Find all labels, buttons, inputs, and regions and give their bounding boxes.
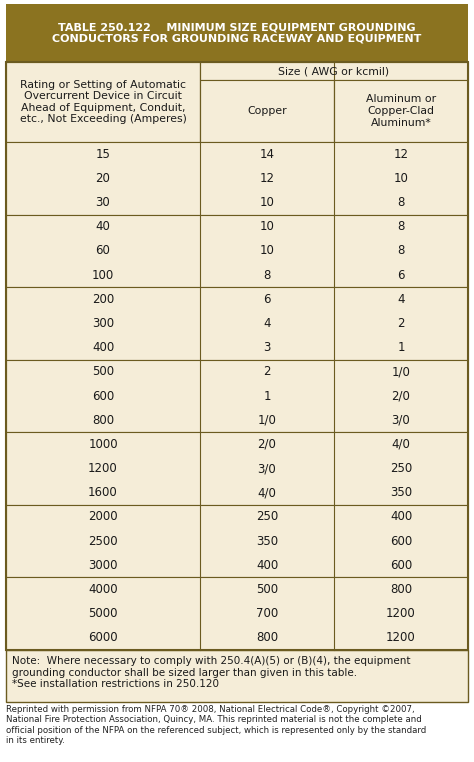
Text: 1200: 1200 [88, 462, 118, 475]
Text: 1: 1 [263, 389, 271, 402]
Text: 500: 500 [256, 583, 278, 596]
Text: 20: 20 [96, 171, 110, 185]
Text: 10: 10 [393, 171, 409, 185]
Text: Reprinted with permission from NFPA 70® 2008, National Electrical Code®, Copyrig: Reprinted with permission from NFPA 70® … [6, 705, 426, 745]
Text: 250: 250 [256, 511, 278, 523]
Text: 10: 10 [260, 220, 274, 233]
Text: 3/0: 3/0 [392, 414, 410, 427]
Text: 2/0: 2/0 [257, 438, 276, 451]
Text: 400: 400 [92, 341, 114, 354]
Text: 4/0: 4/0 [257, 486, 276, 499]
Bar [6, 287, 468, 360]
Text: 8: 8 [397, 196, 405, 209]
Text: 1/0: 1/0 [257, 414, 276, 427]
Text: 4/0: 4/0 [392, 438, 410, 451]
Bar [6, 650, 468, 702]
Bar [6, 432, 468, 505]
Text: 800: 800 [256, 632, 278, 645]
Text: 3/0: 3/0 [258, 462, 276, 475]
Text: Note:  Where necessary to comply with 250.4(A)(5) or (B)(4), the equipment
groun: Note: Where necessary to comply with 250… [12, 656, 410, 689]
Text: 40: 40 [96, 220, 110, 233]
Bar [6, 62, 468, 650]
Text: 14: 14 [260, 148, 274, 161]
Text: 1600: 1600 [88, 486, 118, 499]
Text: 3: 3 [264, 341, 271, 354]
Text: Rating or Setting of Automatic
Overcurrent Device in Circuit
Ahead of Equipment,: Rating or Setting of Automatic Overcurre… [19, 79, 186, 124]
Text: Copper: Copper [247, 106, 287, 116]
Bar [6, 505, 468, 578]
Text: 2: 2 [263, 365, 271, 378]
Text: 30: 30 [96, 196, 110, 209]
Text: 350: 350 [256, 535, 278, 548]
Bar [6, 62, 200, 142]
Text: 400: 400 [256, 559, 278, 572]
Text: 3000: 3000 [88, 559, 118, 572]
Text: 10: 10 [260, 196, 274, 209]
Text: 350: 350 [390, 486, 412, 499]
Bar [6, 142, 468, 215]
Bar [6, 4, 468, 62]
Text: 600: 600 [390, 559, 412, 572]
Text: 2: 2 [397, 317, 405, 330]
Bar [6, 360, 468, 432]
Bar [334, 80, 468, 142]
Text: 700: 700 [256, 607, 278, 620]
Text: 1/0: 1/0 [392, 365, 410, 378]
Text: 400: 400 [390, 511, 412, 523]
Text: TABLE 250.122    MINIMUM SIZE EQUIPMENT GROUNDING
CONDUCTORS FOR GROUNDING RACEW: TABLE 250.122 MINIMUM SIZE EQUIPMENT GRO… [52, 22, 422, 43]
Bar [6, 62, 468, 650]
Text: 12: 12 [260, 171, 274, 185]
Text: 4: 4 [263, 317, 271, 330]
Text: 100: 100 [92, 268, 114, 281]
Text: 1200: 1200 [386, 632, 416, 645]
Bar [6, 215, 468, 287]
Text: 8: 8 [397, 245, 405, 258]
Text: 1000: 1000 [88, 438, 118, 451]
Text: 600: 600 [92, 389, 114, 402]
Text: 6: 6 [397, 268, 405, 281]
Text: 8: 8 [264, 268, 271, 281]
Text: 4: 4 [397, 293, 405, 306]
Text: 5000: 5000 [88, 607, 118, 620]
Text: 15: 15 [96, 148, 110, 161]
Text: 300: 300 [92, 317, 114, 330]
Text: 600: 600 [390, 535, 412, 548]
Text: 200: 200 [92, 293, 114, 306]
Text: 6: 6 [263, 293, 271, 306]
Text: 250: 250 [390, 462, 412, 475]
Text: 6000: 6000 [88, 632, 118, 645]
Text: 1200: 1200 [386, 607, 416, 620]
Text: 800: 800 [92, 414, 114, 427]
Text: 60: 60 [96, 245, 110, 258]
Bar [200, 80, 334, 142]
Text: 2500: 2500 [88, 535, 118, 548]
Text: 800: 800 [390, 583, 412, 596]
Text: 2000: 2000 [88, 511, 118, 523]
Text: 8: 8 [397, 220, 405, 233]
Bar [6, 578, 468, 650]
Bar [200, 62, 468, 80]
Text: Size ( AWG or kcmil): Size ( AWG or kcmil) [278, 66, 390, 76]
Text: 1: 1 [397, 341, 405, 354]
Text: 4000: 4000 [88, 583, 118, 596]
Text: 12: 12 [393, 148, 409, 161]
Text: 10: 10 [260, 245, 274, 258]
Text: 500: 500 [92, 365, 114, 378]
Text: Aluminum or
Copper-Clad
Aluminum*: Aluminum or Copper-Clad Aluminum* [366, 94, 436, 127]
Text: 2/0: 2/0 [392, 389, 410, 402]
